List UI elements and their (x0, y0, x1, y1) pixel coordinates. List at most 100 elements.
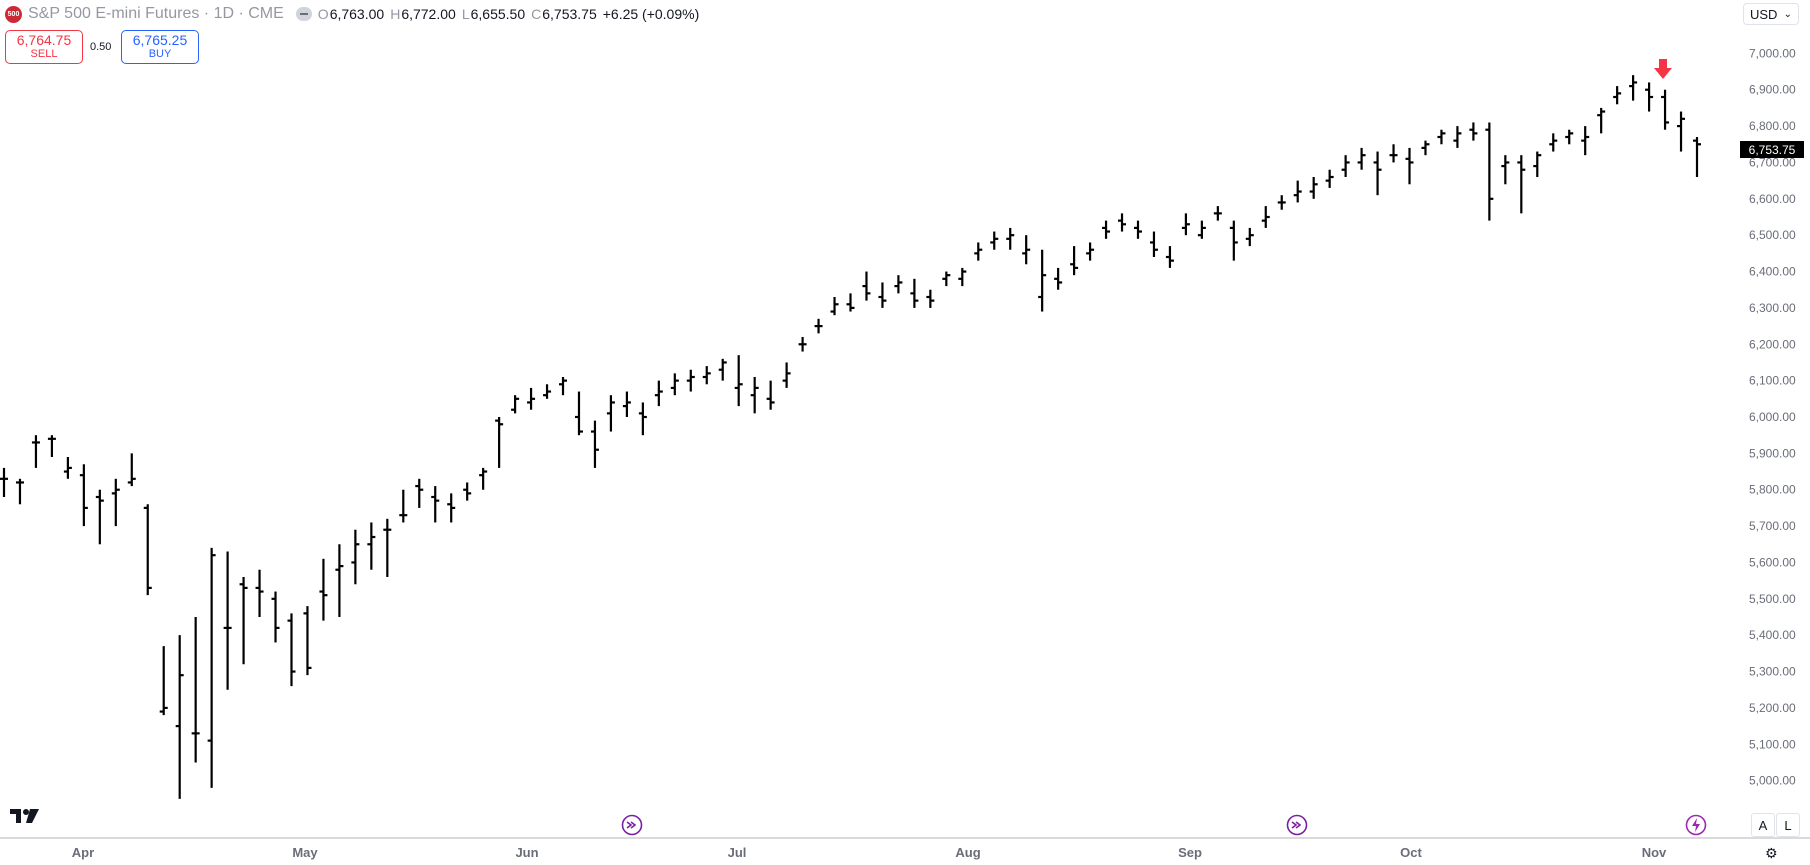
ohlc-bar (686, 369, 695, 392)
buy-button[interactable]: 6,765.25 BUY (121, 30, 199, 64)
time-tick-label: Jun (515, 845, 538, 860)
time-tick-label: Nov (1642, 845, 1667, 860)
price-tick-label: 6,800.00 (1749, 119, 1796, 133)
ohlc-bar (351, 529, 360, 585)
ohlc-bar (926, 289, 935, 308)
ohlc-bar (47, 435, 56, 457)
ohlc-bar (1261, 206, 1270, 228)
ohlc-bar (910, 278, 919, 308)
buy-price: 6,765.25 (132, 32, 188, 48)
ohlc-bars (0, 75, 1701, 799)
ohlc-bar (1613, 86, 1622, 105)
settings-gear-icon[interactable]: ⚙ (1765, 845, 1778, 861)
ohlc-bar (766, 380, 775, 410)
price-tick-label: 7,000.00 (1749, 46, 1796, 60)
ohlc-bar (1597, 107, 1606, 134)
time-tick-label: Jul (728, 845, 747, 860)
price-tick-label: 6,100.00 (1749, 374, 1796, 388)
ohlc-bar (399, 489, 408, 523)
time-axis: Apr May Jun Jul Aug Sep Oct Nov (72, 845, 1667, 860)
ohlc-bar (1181, 213, 1190, 236)
ohlc-bar (974, 242, 983, 261)
ohlc-bar (431, 486, 440, 523)
ohlc-bar (415, 478, 424, 508)
ohlc-bar (463, 482, 472, 501)
ohlc-bar (1645, 82, 1654, 112)
price-tick-label: 5,700.00 (1749, 519, 1796, 533)
tradingview-logo-icon[interactable] (8, 806, 40, 831)
ohlc-bar (223, 551, 232, 690)
sell-button[interactable]: 6,764.75 SELL (5, 30, 83, 64)
ohlc-bar (942, 271, 951, 287)
interval: 1D (213, 5, 235, 22)
ohlc-bar (143, 504, 152, 596)
ohlc-bar (1133, 220, 1142, 239)
symbol-header: 500 S&P 500 E-mini Futures · 1D · CME O6… (5, 4, 699, 24)
ohlc-bar (1357, 147, 1366, 170)
ohlc-bar (1533, 151, 1542, 177)
log-scale-button[interactable]: L (1776, 813, 1800, 837)
ohlc-bar (670, 373, 679, 396)
last-price-tag: 6,753.75 (1740, 141, 1804, 158)
event-forward-icon[interactable] (621, 814, 643, 841)
ohlc-bar (1213, 206, 1222, 221)
ohlc-bar (447, 493, 456, 523)
ohlc-bar (654, 380, 663, 407)
ohlc-bar (159, 646, 168, 716)
price-tick-label: 5,400.00 (1749, 628, 1796, 642)
ohlc-bar (559, 377, 568, 396)
ohlc-bar (814, 318, 823, 334)
price-tick-label: 5,900.00 (1749, 446, 1796, 460)
last-price-label: 6,753.75 (1749, 143, 1796, 157)
open-value: 6,763.00 (329, 6, 385, 22)
ohlc-bar (1086, 242, 1095, 261)
low-value: 6,655.50 (470, 6, 526, 22)
auto-scale-button[interactable]: A (1751, 813, 1775, 837)
ohlc-bar (1229, 220, 1238, 261)
ohlc-bar (383, 518, 392, 577)
ohlc-bar (1118, 213, 1127, 232)
ohlc-bar (1006, 227, 1015, 250)
ohlc-bar (1629, 75, 1638, 101)
ohlc-bar (1038, 249, 1047, 312)
price-tick-label: 6,600.00 (1749, 192, 1796, 206)
ohlc-bar (606, 395, 615, 432)
ohlc-bar (1325, 169, 1334, 188)
ohlc-bar (1165, 246, 1174, 268)
ohlc-bar (958, 267, 967, 287)
market-status-icon[interactable] (295, 7, 312, 21)
ohlc-bar (846, 293, 855, 312)
ohlc-bar (1565, 129, 1574, 145)
currency-selector[interactable]: USD ⌄ (1743, 3, 1799, 25)
time-tick-label: Aug (955, 845, 980, 860)
ohlc-bar (1549, 133, 1558, 152)
time-tick-label: Oct (1400, 845, 1422, 860)
ohlc-bar (1341, 155, 1350, 177)
ohlc-bar (1421, 140, 1430, 156)
price-tick-label: 6,300.00 (1749, 301, 1796, 315)
close-key: C (531, 6, 542, 22)
ohlc-bar (127, 453, 136, 487)
price-tick-label: 6,000.00 (1749, 410, 1796, 424)
event-forward-icon[interactable] (1286, 814, 1308, 841)
symbol-name[interactable]: S&P 500 E-mini Futures · 1D · CME (28, 5, 284, 22)
change-value: +6.25 (+0.09%) (602, 6, 700, 22)
ohlc-bar (1389, 144, 1398, 163)
ohlc-bar (638, 402, 647, 436)
ohlc-bar (79, 464, 88, 527)
open-key: O (317, 6, 329, 22)
price-tick-label: 6,700.00 (1749, 155, 1796, 169)
ohlc-bar (1469, 122, 1478, 141)
ohlc-bar (1517, 155, 1526, 214)
sell-label: SELL (30, 48, 58, 60)
ohlc-bar (1373, 151, 1382, 196)
down-arrow-icon (1654, 59, 1672, 79)
ohlc-bar (1501, 155, 1510, 185)
ohlc-bar (750, 377, 759, 414)
ohlc-bar (894, 275, 903, 294)
price-tick-label: 5,100.00 (1749, 737, 1796, 751)
ohlc-bar (1022, 235, 1031, 265)
ohlc-bar (287, 613, 296, 687)
lightning-event-icon[interactable] (1685, 814, 1707, 841)
